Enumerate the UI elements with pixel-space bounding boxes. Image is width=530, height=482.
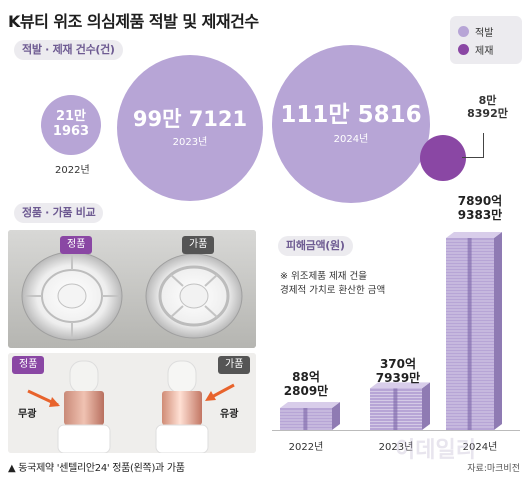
source-note: 자료:마크비전 [467,464,520,474]
bubble-2023-detected: 99만 7121 2023년 [117,55,263,201]
bubble-2024-value: 111만 5816 [280,102,422,129]
section-title-compare: 정품 · 가품 비교 [14,203,104,223]
fake-dropper-icon [155,360,209,453]
page-title: K뷰티 위조 의심제품 적발 및 제재건수 [8,12,259,31]
photo-droppers: 정품 가품 무광 유광 [8,353,256,453]
legend-label-sanctioned: 제재 [475,45,494,57]
caps-illustration [8,230,256,348]
legend-item-detected: 적발 [458,22,514,40]
damage-label-2023: 370억 7939만 [375,357,421,386]
damage-year-2023: 2023년 [378,442,414,453]
damage-label-2024: 7890억 9383만 [457,194,503,223]
tag-genuine-top: 정품 [60,236,93,254]
bubble-2023-year: 2023년 [172,137,208,149]
legend-item-sanctioned: 제재 [458,40,514,58]
legend: 적발 제재 [450,16,522,64]
damage-bar-2024년 [446,232,502,430]
note-glossy: 유광 [220,409,239,420]
legend-swatch-sanctioned [458,43,469,55]
bubble-2023-value: 99만 7121 [132,107,248,132]
tag-genuine-bottom: 정품 [12,356,45,374]
section-title-cases: 적발 · 제재 건수(건) [14,40,123,60]
tag-fake-bottom: 가품 [218,356,251,374]
bubble-2024-year: 2024년 [333,134,369,146]
droppers-illustration [8,353,256,453]
section-title-damage: 피해금액(원) [278,236,353,256]
damage-bar-2023년 [370,382,430,430]
bubble-2024-sanctioned [420,135,466,181]
legend-swatch-detected [458,25,469,37]
fake-cap-icon [145,253,243,339]
damage-year-2024: 2024년 [462,442,498,453]
photo-caps: 정품 가품 [8,230,256,348]
tag-fake-top: 가품 [182,236,215,254]
bubble-2022-detected: 21만 1963 [41,95,101,155]
damage-label-2022: 88억 2809만 [283,370,329,399]
photo-caption: ▲ 동국제약 '센텔리안24' 정품(왼쪽)과 가품 [8,463,185,474]
damage-note: ※ 위조제품 제재 건을 경제적 가치로 환산한 금액 [280,271,386,296]
damage-year-2022: 2022년 [288,442,324,453]
sanction-2024-value: 8만 8392만 [467,94,508,121]
bubble-2024-detected: 111만 5816 2024년 [272,45,430,203]
note-matte: 무광 [18,409,37,420]
legend-label-detected: 적발 [475,27,494,39]
sanction-connector-line [462,133,484,158]
bubble-2022-year: 2022년 [55,165,90,176]
genuine-dropper-icon [57,360,111,453]
bubble-2022-value: 21만 1963 [52,109,90,139]
damage-bar-2022년 [280,402,340,430]
genuine-cap-icon [21,251,123,341]
damage-baseline [272,430,520,431]
